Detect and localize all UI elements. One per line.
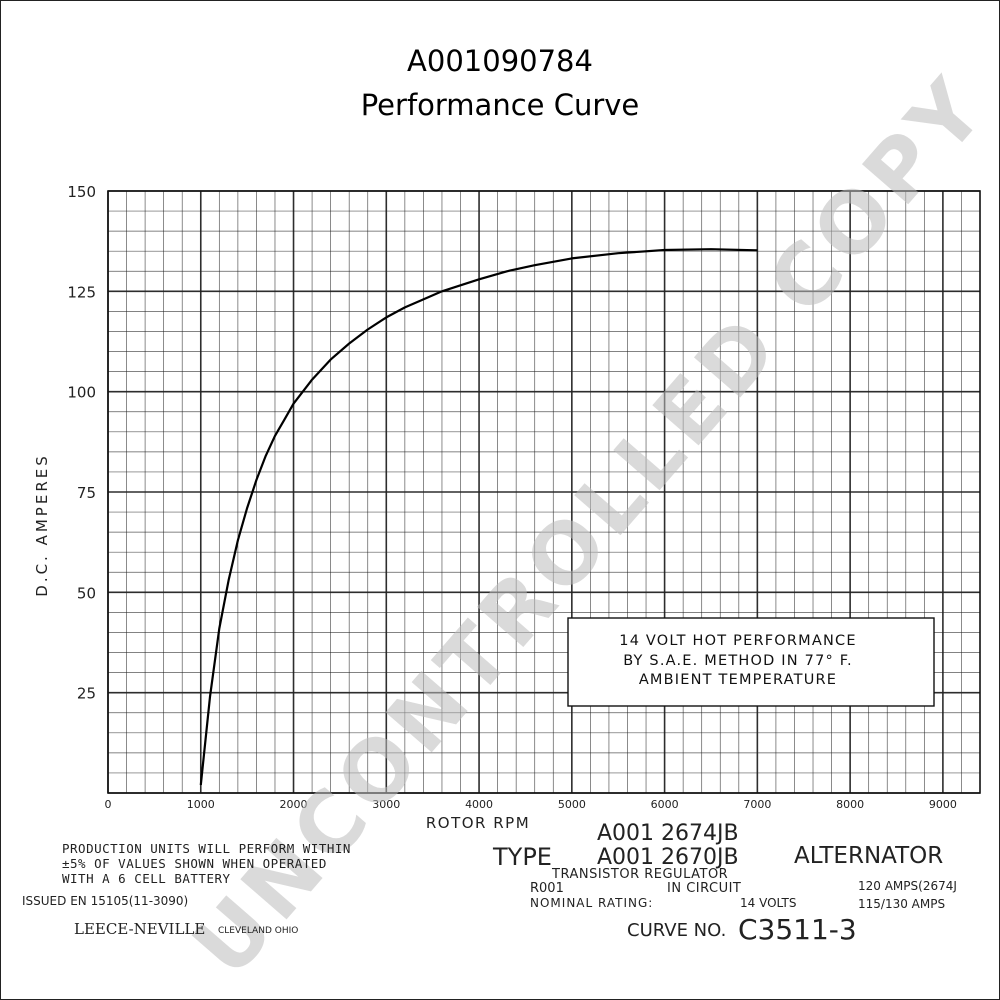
production-note-line-2: ±5% OF VALUES SHOWN WHEN OPERATED bbox=[62, 856, 327, 871]
x-axis-label: ROTOR RPM bbox=[426, 814, 530, 832]
annotation-box bbox=[567, 617, 935, 707]
chart-annotation: 14 VOLT HOT PERFORMANCE BY S.A.E. METHOD … bbox=[567, 617, 935, 707]
series-line bbox=[199, 248, 758, 786]
annotation-line: AMBIENT TEMPERATURE bbox=[639, 672, 837, 688]
annotation-line: BY S.A.E. METHOD IN 77° F. bbox=[623, 653, 853, 669]
curve-number-value: C3511-3 bbox=[738, 913, 857, 946]
x-tick-label: 0 bbox=[105, 798, 112, 811]
chart-grid bbox=[107, 190, 981, 794]
x-tick-label: 1000 bbox=[187, 798, 215, 811]
issued-note: ISSUED EN 15105(11-3090) bbox=[22, 894, 189, 908]
amps-rating-2: 115/130 AMPS bbox=[858, 897, 946, 911]
annotation-line: 14 VOLT HOT PERFORMANCE bbox=[619, 633, 856, 649]
performance-curve-subtitle: Performance Curve bbox=[360, 88, 640, 122]
part-number-title: A001090784 bbox=[407, 44, 593, 78]
plot-border bbox=[107, 190, 981, 794]
production-note-line-1: PRODUCTION UNITS WILL PERFORM WITHIN bbox=[62, 841, 351, 856]
y-axis-label: D.C. AMPERES bbox=[33, 453, 51, 596]
x-tick-label: 9000 bbox=[929, 798, 957, 811]
x-tick-label: 6000 bbox=[651, 798, 679, 811]
y-tick-label: 125 bbox=[67, 283, 96, 301]
y-tick-label: 50 bbox=[77, 584, 96, 602]
brand-city: CLEVELAND OHIO bbox=[218, 926, 299, 936]
type-number-1: A001 2674JB bbox=[597, 821, 739, 846]
nominal-rating-value: 14 VOLTS bbox=[740, 896, 797, 910]
amps-rating-1: 120 AMPS(2674J bbox=[858, 879, 957, 893]
x-tick-label: 7000 bbox=[743, 798, 771, 811]
x-tick-label: 8000 bbox=[836, 798, 864, 811]
nominal-rating-label: NOMINAL RATING: bbox=[530, 896, 654, 910]
production-note-line-3: WITH A 6 CELL BATTERY bbox=[62, 871, 231, 886]
alternator-label: ALTERNATOR bbox=[794, 843, 944, 869]
y-tick-label: 100 bbox=[67, 384, 96, 402]
curve-number-label: CURVE NO. bbox=[627, 920, 727, 941]
y-tick-label: 150 bbox=[67, 183, 96, 201]
x-tick-label: 4000 bbox=[465, 798, 493, 811]
type-number-2: A001 2670JB bbox=[597, 845, 739, 870]
y-tick-label: 25 bbox=[77, 685, 96, 703]
regulator-circuit: IN CIRCUIT bbox=[667, 881, 742, 896]
type-label: TYPE bbox=[493, 843, 552, 871]
regulator-line-1: TRANSISTOR REGULATOR bbox=[552, 867, 729, 882]
chart-series bbox=[199, 248, 758, 786]
x-tick-label: 2000 bbox=[280, 798, 308, 811]
brand-name: LEECE-NEVILLE bbox=[74, 920, 206, 938]
x-tick-label: 5000 bbox=[558, 798, 586, 811]
chart-axes: 0 1000 2000 3000 4000 5000 6000 7000 8000 9000 25 5… bbox=[33, 183, 957, 832]
regulator-part: R001 bbox=[530, 881, 564, 896]
x-tick-label: 3000 bbox=[372, 798, 400, 811]
y-tick-label: 75 bbox=[77, 484, 96, 502]
